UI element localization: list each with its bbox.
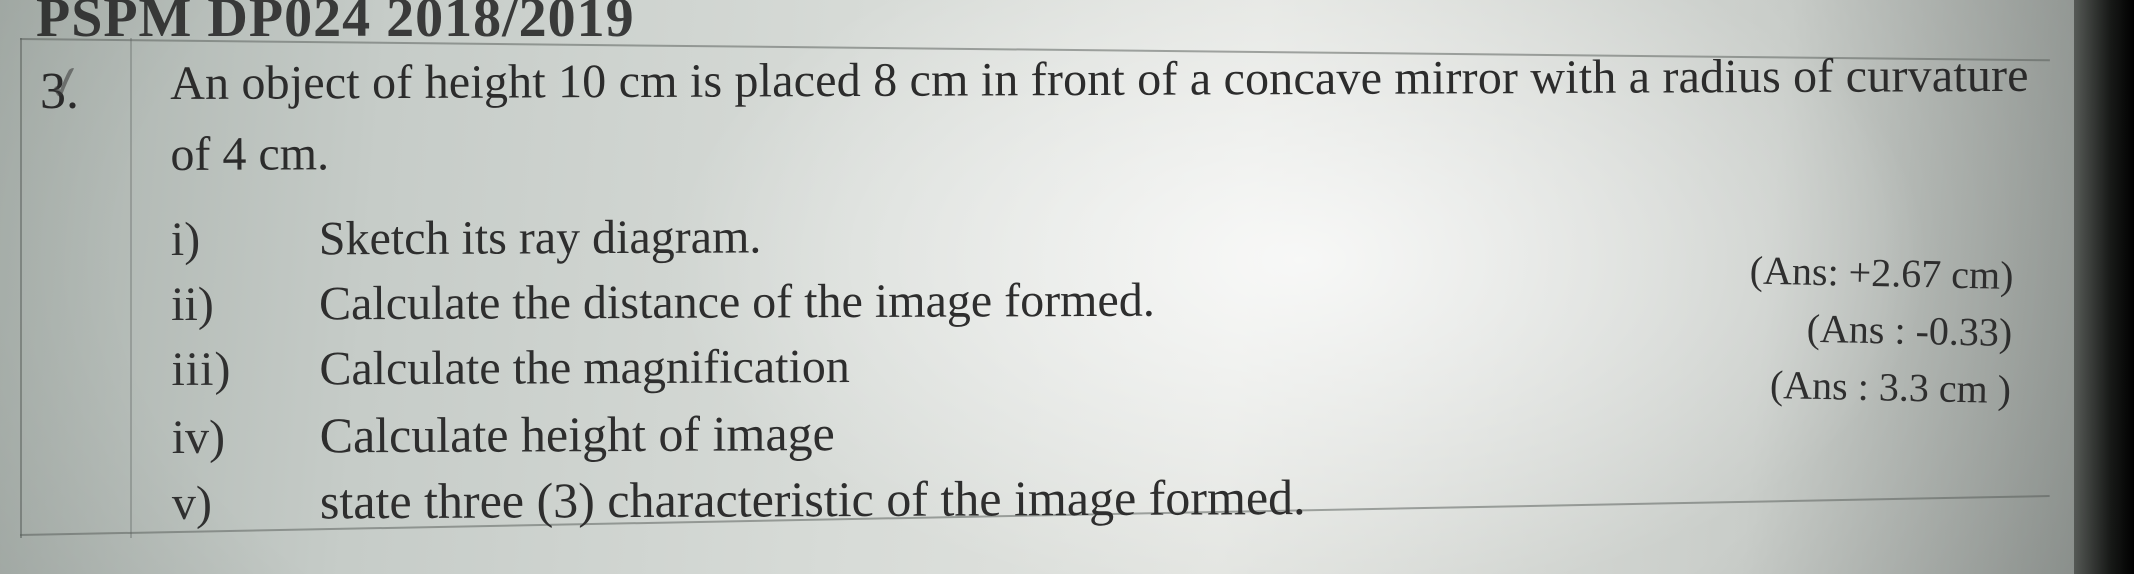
table-rule-divider — [130, 38, 132, 538]
answer-key: (Ans: +2.67 cm) (Ans : -0.33) (Ans : 3.3… — [1591, 239, 2014, 418]
part-label: iii) — [171, 341, 261, 396]
part-v: v) state three (3) characteristic of the… — [172, 464, 2032, 530]
exam-header: PSPM DP024 2018/2019 — [36, 0, 635, 50]
worksheet-photo: PSPM DP024 2018/2019 3. ✓ An object of h… — [0, 0, 2134, 574]
part-label: ii) — [171, 276, 261, 331]
part-text: state three (3) characteristic of the im… — [320, 468, 1306, 530]
answer-ii: (Ans: +2.67 cm) — [1593, 239, 2014, 305]
part-label: v) — [172, 475, 262, 530]
part-text: Calculate the distance of the image form… — [319, 272, 1155, 331]
stem-line-1: An object of height 10 cm is placed 8 cm… — [170, 44, 2030, 117]
table-rule-left — [20, 38, 22, 538]
answer-iii: (Ans : -0.33) — [1592, 296, 2013, 362]
part-label: iv) — [172, 409, 262, 464]
photo-right-edge — [2074, 0, 2134, 574]
question-stem: An object of height 10 cm is placed 8 cm… — [170, 44, 2031, 188]
part-text: Sketch its ray diagram. — [319, 209, 762, 266]
answer-iv: (Ans : 3.3 cm ) — [1591, 353, 2012, 419]
part-text: Calculate height of image — [320, 404, 835, 464]
question-number: 3. ✓ — [40, 62, 79, 121]
stem-line-2: of 4 cm. — [170, 115, 2030, 188]
part-text: Calculate the magnification — [319, 339, 850, 396]
part-label: i) — [171, 211, 261, 266]
